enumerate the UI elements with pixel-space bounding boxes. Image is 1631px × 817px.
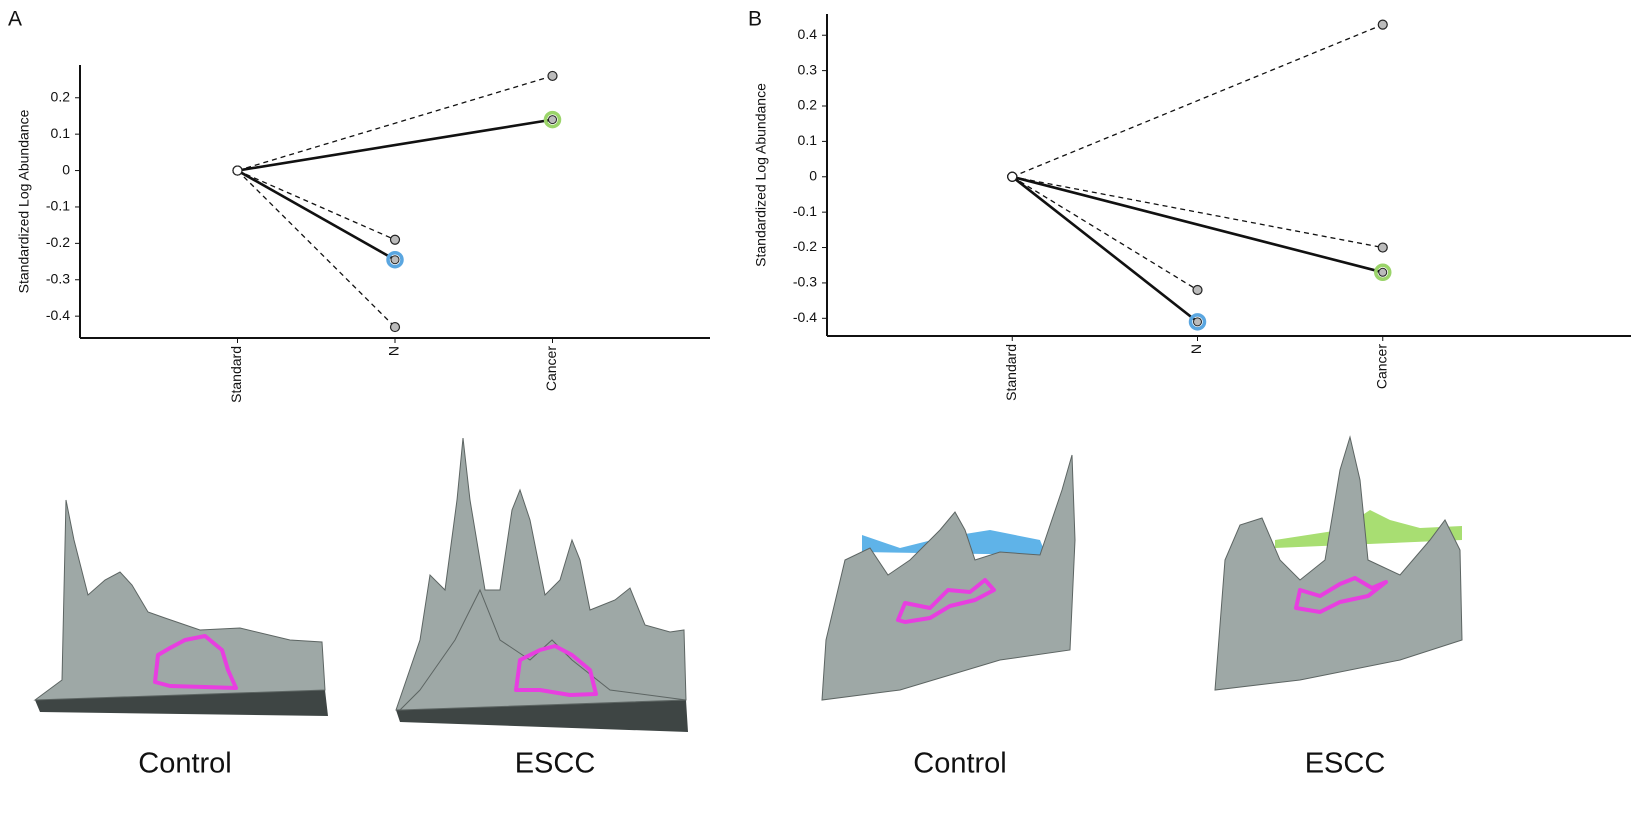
y-tick-label: 0 xyxy=(809,167,817,183)
solid-line xyxy=(1011,175,1384,274)
point-marker xyxy=(389,234,401,245)
point-marker xyxy=(548,115,557,125)
point-marker xyxy=(547,70,558,82)
dashed-line xyxy=(237,169,396,241)
panel-label: A xyxy=(8,8,22,31)
y-tick-label: 0.2 xyxy=(51,88,71,104)
highlight-marker xyxy=(1188,313,1207,331)
x-tick-label: Cancer xyxy=(1373,344,1389,389)
dashed-line xyxy=(1012,176,1383,249)
dashed-line xyxy=(237,75,553,172)
y-tick-label: 0.3 xyxy=(798,61,818,77)
y-tick-label: 0.2 xyxy=(798,97,818,113)
solid-line xyxy=(237,118,553,172)
y-tick-label: -0.2 xyxy=(793,238,817,254)
point-marker xyxy=(389,321,401,333)
origin-marker xyxy=(232,165,243,176)
origin-marker xyxy=(1007,171,1018,182)
x-tick-label: Cancer xyxy=(543,346,559,391)
surface-b-control xyxy=(821,454,1076,701)
y-axis-title: Standardized Log Abundance xyxy=(753,83,769,267)
y-tick-label: -0.3 xyxy=(46,270,70,286)
point-marker xyxy=(1378,267,1388,277)
highlight-marker xyxy=(386,250,404,269)
image-caption: ESCC xyxy=(515,748,596,780)
point-marker xyxy=(1192,284,1203,296)
y-tick-label: -0.4 xyxy=(793,309,817,325)
y-axis-title: Standardized Log Abundance xyxy=(16,109,32,293)
y-tick-label: -0.3 xyxy=(793,274,817,290)
y-tick-label: 0 xyxy=(62,161,70,177)
solid-line xyxy=(1011,175,1199,323)
panel-label: B xyxy=(748,8,762,31)
y-tick-label: -0.2 xyxy=(46,234,70,250)
surface-a-escc xyxy=(395,437,688,732)
highlight-marker xyxy=(1374,263,1392,282)
x-tick-label: N xyxy=(386,346,402,356)
y-tick-label: -0.4 xyxy=(46,307,70,323)
highlight-marker xyxy=(543,110,562,129)
image-caption: Control xyxy=(138,748,232,780)
y-tick-label: -0.1 xyxy=(46,198,70,214)
point-marker xyxy=(1193,317,1202,327)
x-tick-label: Standard xyxy=(228,346,244,403)
y-tick-label: 0.1 xyxy=(51,125,71,141)
image-caption: ESCC xyxy=(1305,748,1386,780)
image-caption: Control xyxy=(913,748,1007,780)
dashed-line xyxy=(1011,176,1198,291)
x-tick-label: N xyxy=(1188,344,1204,354)
surface-b-escc xyxy=(1214,435,1463,691)
point-marker xyxy=(1377,242,1388,253)
point-marker xyxy=(1377,19,1388,30)
dashed-line xyxy=(1012,24,1383,178)
solid-line xyxy=(236,169,396,261)
surface-a-control xyxy=(33,499,328,716)
y-tick-label: -0.1 xyxy=(793,203,817,219)
dashed-line xyxy=(237,170,396,328)
y-tick-label: 0.1 xyxy=(798,132,818,148)
y-tick-label: 0.4 xyxy=(798,26,818,42)
point-marker xyxy=(390,255,400,265)
x-tick-label: Standard xyxy=(1003,344,1019,401)
